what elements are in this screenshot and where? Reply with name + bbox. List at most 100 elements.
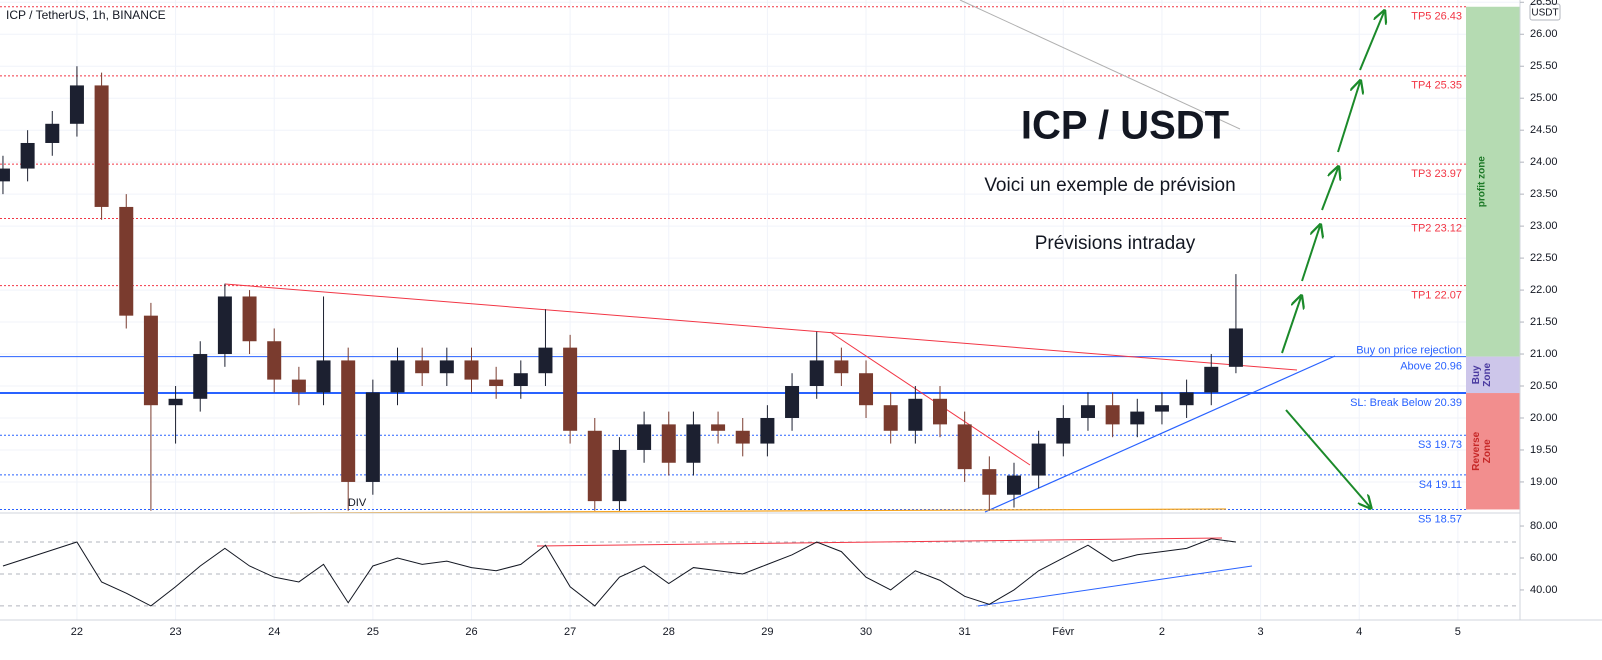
level-label: TP4 25.35 (1411, 80, 1462, 92)
candle-body (982, 469, 997, 495)
bottom-line (289, 508, 1227, 514)
y-tick-label: 24.50 (1530, 124, 1558, 136)
level-label: TP1 22.07 (1411, 290, 1462, 302)
y-tick-label: 26.00 (1530, 28, 1558, 40)
drawings (224, 0, 1384, 607)
y-tick-label: 80.00 (1530, 520, 1558, 532)
note: Voici un exemple de prévision (984, 175, 1235, 196)
divergence-label: DIV (348, 497, 367, 509)
arrow (1301, 226, 1320, 282)
candle-body (316, 360, 331, 393)
candle-body (661, 424, 676, 463)
candle-body (45, 123, 60, 143)
candle-body (291, 379, 306, 393)
y-tick-label: 22.50 (1530, 252, 1558, 264)
arrow (1321, 168, 1338, 211)
candle-body (143, 315, 158, 406)
y-tick-label: 25.00 (1530, 92, 1558, 104)
y-tick-label: 22.00 (1530, 284, 1558, 296)
candle-body (1179, 392, 1194, 406)
y-tick-label: 40.00 (1530, 584, 1558, 596)
x-tick-label: 23 (169, 626, 181, 638)
candle-body (489, 379, 504, 387)
zone-label: Zone (1482, 362, 1493, 386)
candle-body (686, 424, 701, 463)
zone-label: Buy (1471, 365, 1482, 384)
candle-body (513, 373, 528, 387)
y-tick-label: 20.50 (1530, 380, 1558, 392)
forecast-arrows (1281, 12, 1384, 507)
candle-body (1105, 405, 1120, 425)
x-tick-label: Févr (1052, 626, 1074, 638)
zone (1466, 6, 1520, 357)
x-tick-label: 4 (1356, 626, 1362, 638)
x-tick-label: 30 (860, 626, 872, 638)
x-tick-label: 29 (761, 626, 773, 638)
candle-body (538, 347, 553, 374)
candle-body (1130, 411, 1145, 425)
candle-body (390, 360, 405, 393)
candle-body (1006, 475, 1021, 495)
y-tick-label: 25.50 (1530, 60, 1558, 72)
level-label: S5 18.57 (1418, 513, 1462, 525)
candle-body (242, 296, 257, 342)
marks (0, 66, 1243, 607)
candle-body (933, 398, 948, 425)
level-label: S4 19.11 (1419, 479, 1462, 491)
rsi-trend-line (977, 565, 1253, 607)
x-tick-label: 28 (663, 626, 675, 638)
arrow (1359, 12, 1384, 71)
candle-body (563, 347, 578, 431)
y-tick-label: 21.50 (1530, 316, 1558, 328)
candle-body (908, 398, 923, 431)
candle-body (20, 142, 35, 169)
candle-body (1154, 405, 1169, 412)
candle-body (834, 360, 849, 374)
y-tick-label: 19.50 (1530, 444, 1558, 456)
candle-body (760, 417, 775, 444)
candle-body (267, 341, 282, 380)
arrow (1281, 297, 1301, 354)
zone-label: Zone (1482, 439, 1493, 463)
x-tick-label: 3 (1258, 626, 1264, 638)
x-tick-label: 31 (959, 626, 971, 638)
level-label: Buy on price rejection (1356, 344, 1462, 356)
candle-body (883, 405, 898, 431)
candle-body (168, 398, 183, 406)
candle-body (612, 449, 627, 502)
x-tick-label: 22 (71, 626, 83, 638)
candle-body (735, 430, 750, 444)
y-tick-label: 20.00 (1530, 412, 1558, 424)
candle-body (464, 360, 479, 380)
zone (1466, 393, 1520, 510)
zone-label: profit zone (1477, 156, 1488, 208)
x-tick-label: 2 (1159, 626, 1165, 638)
support-line (984, 355, 1336, 513)
candle-body (785, 386, 800, 418)
candle-body (1056, 417, 1071, 444)
candle-body (341, 360, 356, 482)
currency-box (1529, 3, 1561, 21)
level-label: SL: Break Below 20.39 (1350, 397, 1462, 409)
candle-body (1080, 405, 1095, 418)
candle-body (94, 85, 109, 207)
headline: ICP / USDT (1021, 104, 1229, 148)
candle-body (365, 392, 380, 482)
y-tick-label: 23.50 (1530, 188, 1558, 200)
y-tick-label: 26.50 (1530, 0, 1558, 8)
candle-body (415, 360, 430, 374)
level-label: S3 19.73 (1418, 439, 1462, 451)
resistance-line (224, 283, 1298, 371)
zone (1466, 356, 1520, 394)
y-tick-label: 24.00 (1530, 156, 1558, 168)
level-label: Above 20.96 (1400, 360, 1462, 372)
y-tick-label: 60.00 (1530, 552, 1558, 564)
candle-body (1031, 443, 1046, 476)
candle-body (439, 360, 454, 374)
currency: USDT (1531, 8, 1558, 19)
trend-line (959, 0, 1241, 130)
y-tick-label: 19.00 (1530, 476, 1558, 488)
x-tick-label: 24 (268, 626, 280, 638)
level-label: TP2 23.12 (1411, 222, 1462, 234)
